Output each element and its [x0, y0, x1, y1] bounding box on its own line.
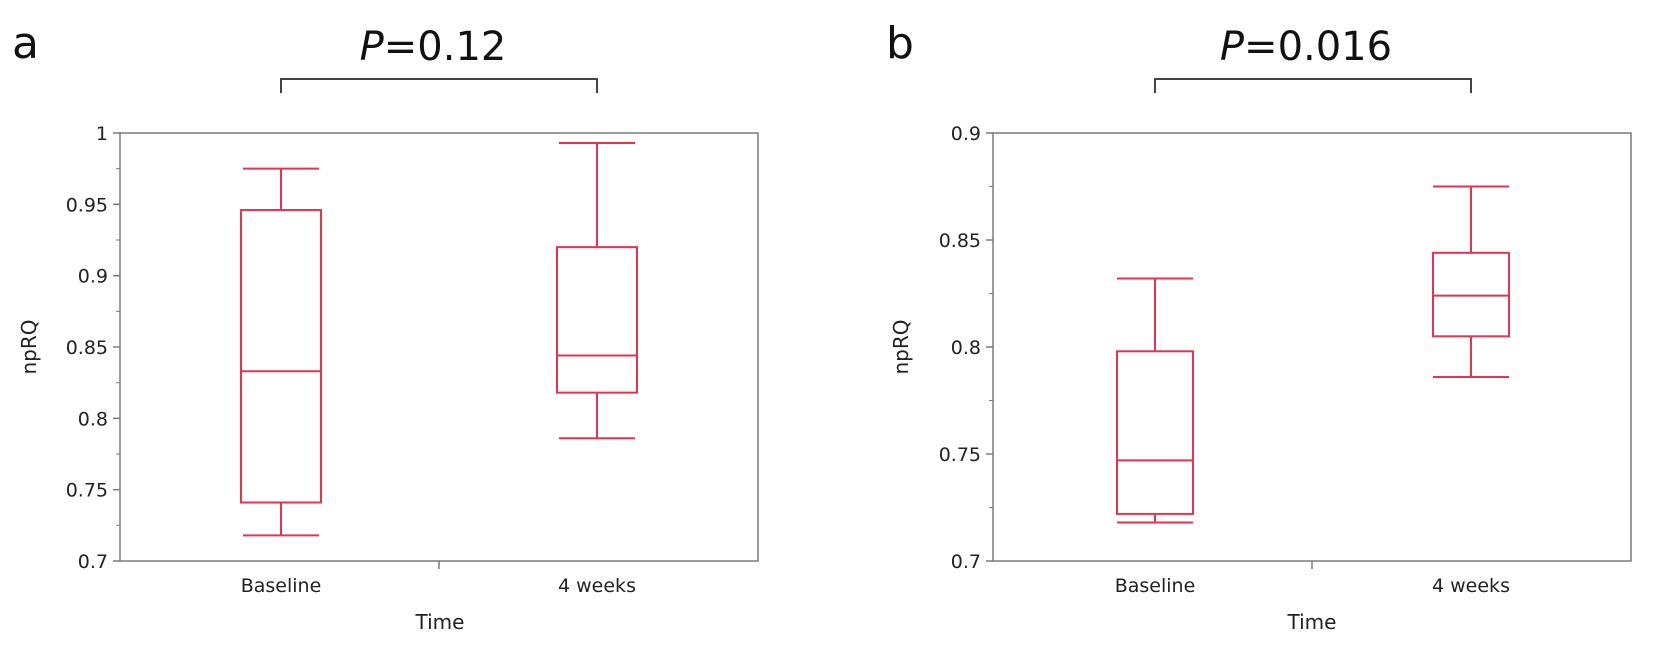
panel-b-y-tick-label: 0.85	[939, 230, 981, 252]
panel-b: b P=0.016 0.7 0.75 0.8 0.85 0.9 Baseline 4 we…	[886, 18, 1632, 634]
panel-b-x-tick-label: 4 weeks	[1432, 575, 1510, 597]
panel-b-box-1	[1432, 185, 1510, 378]
panel-b-p-label: P	[1220, 24, 1245, 70]
panel-b-y-axis-title: npRQ	[889, 319, 913, 374]
panel-a-y-tick-label: 0.75	[66, 480, 108, 502]
panel-a-significance-bracket	[280, 78, 598, 93]
panel-a: a P=0.12 0.7 0.75 0.8 0.85 0.9 0.95 1 Baseline…	[12, 18, 759, 634]
panel-a-box-0	[240, 167, 322, 537]
panel-a-y-tick-label: 0.95	[66, 194, 108, 216]
panel-a-boxes	[240, 141, 638, 537]
panel-a-x-axis: Baseline 4 weeks	[241, 561, 636, 597]
interquartile-box	[1432, 251, 1510, 338]
panel-b-x-axis: Baseline 4 weeks	[1115, 561, 1510, 597]
interquartile-box	[1116, 350, 1194, 515]
panel-a-y-axis: 0.7 0.75 0.8 0.85 0.9 0.95 1	[66, 123, 120, 573]
panel-a-y-tick-label: 1	[96, 123, 108, 145]
panel-b-y-tick-label: 0.8	[951, 337, 981, 359]
interquartile-box	[556, 246, 638, 394]
panel-b-box-0	[1116, 277, 1194, 524]
panel-a-p-annotation: P=0.12	[360, 24, 507, 70]
panel-b-plot-frame	[992, 132, 1632, 562]
panel-a-box-1	[556, 141, 638, 440]
panel-a-y-tick-label: 0.9	[78, 266, 108, 288]
panel-b-p-annotation: P=0.016	[1220, 24, 1392, 70]
panel-b-y-tick-label: 0.9	[951, 123, 981, 145]
panel-b-x-tick-label: Baseline	[1115, 575, 1196, 597]
panel-b-y-tick-label: 0.75	[939, 444, 981, 466]
panel-a-plot-frame	[119, 132, 759, 562]
panel-b-x-axis-title: Time	[1287, 610, 1337, 634]
panel-b-y-tick-label: 0.7	[951, 551, 981, 573]
panel-a-x-axis-title: Time	[415, 610, 465, 634]
panel-a-x-tick-label: 4 weeks	[558, 575, 636, 597]
panel-a-p-label: P	[360, 24, 385, 70]
panel-a-y-tick-label: 0.7	[78, 551, 108, 573]
panel-a-y-axis-title: npRQ	[17, 319, 41, 374]
panel-a-x-tick-label: Baseline	[241, 575, 322, 597]
panel-a-letter: a	[12, 18, 39, 69]
panel-b-p-value: =0.016	[1244, 24, 1392, 70]
panel-a-y-tick-label: 0.8	[78, 408, 108, 430]
panel-a-p-value: =0.12	[384, 24, 507, 70]
panel-b-significance-bracket	[1154, 78, 1472, 93]
panel-b-letter: b	[886, 18, 914, 69]
panel-b-boxes	[1116, 185, 1510, 524]
panel-a-y-tick-label: 0.85	[66, 337, 108, 359]
interquartile-box	[240, 209, 322, 504]
panel-b-y-axis: 0.7 0.75 0.8 0.85 0.9	[939, 123, 993, 573]
